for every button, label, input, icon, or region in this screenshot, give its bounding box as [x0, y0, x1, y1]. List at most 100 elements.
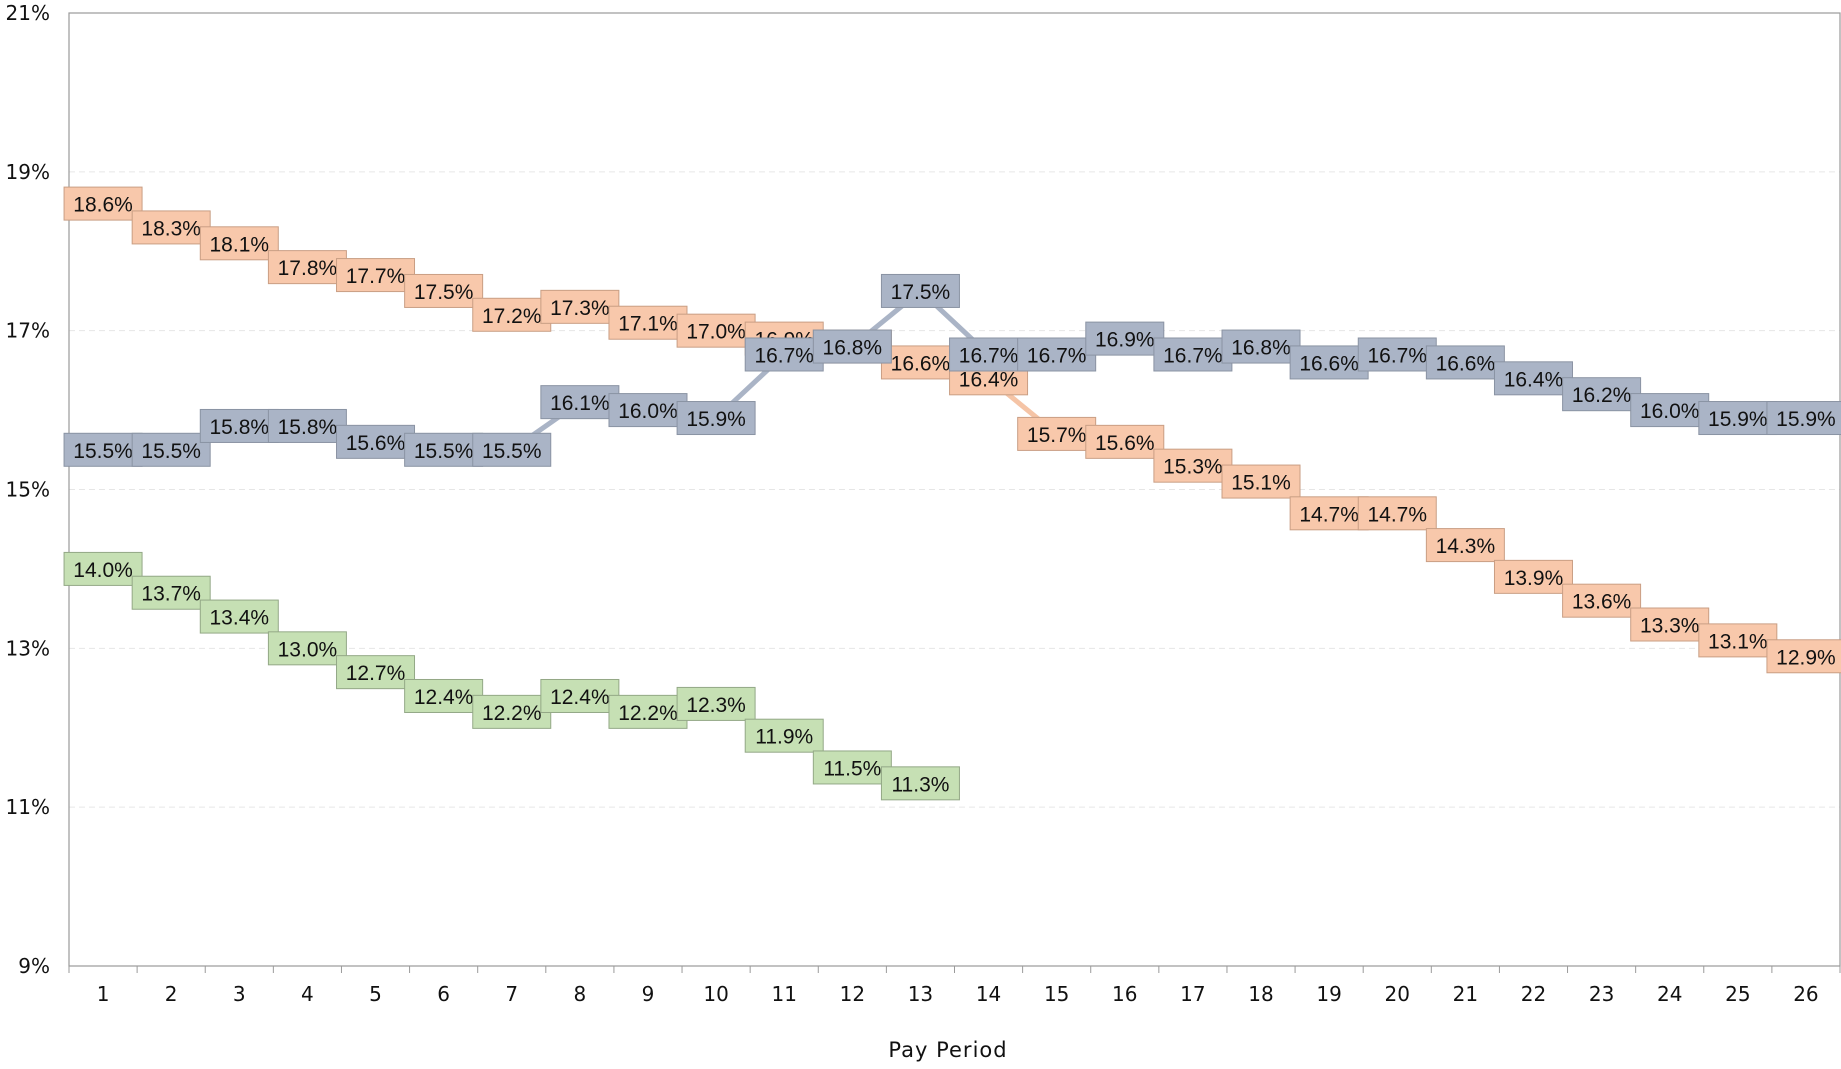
y-tick-label: 17%	[6, 319, 50, 343]
x-tick-label: 9	[642, 982, 655, 1006]
data-label-box	[676, 401, 756, 436]
data-label-box	[880, 273, 960, 308]
data-label: 16.7%	[959, 344, 1019, 367]
data-label: 18.1%	[210, 233, 270, 256]
data-label: 15.6%	[346, 432, 406, 455]
data-label: 13.3%	[1640, 615, 1700, 638]
x-tick-label: 10	[703, 982, 728, 1006]
x-tick-label: 13	[908, 982, 933, 1006]
data-labels: 18.6% 18.3% 18.1% 17.8% 17.7% 17.5% 17.2% 17.3%…	[63, 186, 1841, 801]
x-tick-label: 23	[1589, 982, 1614, 1006]
data-label: 14.7%	[1299, 503, 1359, 526]
y-tick-label: 9%	[18, 954, 50, 978]
data-label-box	[1357, 496, 1437, 531]
data-label-box	[336, 258, 416, 293]
data-label-box	[1698, 623, 1778, 658]
data-label: 13.4%	[210, 607, 270, 630]
data-label-box	[63, 432, 143, 467]
data-label-box	[267, 250, 347, 285]
x-axis-title: Pay Period	[888, 1038, 1007, 1062]
data-label-box	[63, 186, 143, 221]
data-label: 15.6%	[1095, 432, 1155, 455]
data-label-box	[1562, 377, 1642, 412]
data-label: 13.1%	[1708, 630, 1768, 653]
data-label-box	[1085, 321, 1165, 356]
data-label-box	[608, 305, 688, 340]
data-label-box	[336, 655, 416, 690]
x-tick-label: 2	[165, 982, 178, 1006]
data-label: 15.3%	[1163, 456, 1223, 479]
data-label: 16.6%	[891, 352, 951, 375]
data-label-box	[676, 313, 756, 348]
data-label-box	[404, 678, 484, 713]
data-label-box	[472, 694, 552, 729]
data-label: 13.9%	[1504, 567, 1564, 590]
x-tick-label: 21	[1453, 982, 1478, 1006]
data-label-box	[267, 631, 347, 666]
y-tick-label: 19%	[6, 160, 50, 184]
data-label: 18.3%	[141, 217, 201, 240]
x-tick-label: 17	[1180, 982, 1205, 1006]
data-label: 15.5%	[414, 440, 474, 463]
axes: 9%11%13%15%17%19%21%1 2 3 4 5 6 7 8 9 10 11 12 13 14 1…	[6, 1, 1841, 1006]
data-label-box	[1562, 583, 1642, 618]
data-label-box	[472, 297, 552, 332]
data-label-box	[267, 408, 347, 443]
data-label-box	[608, 694, 688, 729]
data-label-box	[1698, 401, 1778, 436]
data-label-box	[1493, 559, 1573, 594]
data-label: 11.9%	[755, 726, 813, 749]
data-label: 15.5%	[482, 440, 542, 463]
data-label-box	[608, 393, 688, 428]
y-tick-label: 21%	[6, 1, 50, 25]
series-3-labels: 14.0% 13.7% 13.4% 13.0% 12.7% 12.4% 12.2% 12.4%…	[63, 551, 960, 801]
data-label: 18.6%	[73, 194, 133, 217]
data-label: 16.7%	[754, 344, 814, 367]
data-label-box	[1289, 345, 1369, 380]
data-label: 17.5%	[414, 281, 474, 304]
data-label-box	[199, 599, 279, 634]
data-label: 15.7%	[1027, 424, 1087, 447]
data-label-box	[540, 385, 620, 420]
data-label: 12.7%	[346, 662, 406, 685]
data-label-box	[404, 273, 484, 308]
data-label-box	[1017, 416, 1097, 451]
data-label: 12.4%	[414, 686, 474, 709]
data-label-box	[1017, 337, 1097, 372]
x-tick-label: 12	[840, 982, 865, 1006]
data-label: 11.3%	[891, 773, 949, 796]
data-label-box	[1153, 448, 1233, 483]
series-1-labels: 15.5% 15.5% 15.8% 15.8% 15.6% 15.5% 15.5% 16.1%…	[63, 273, 1841, 467]
data-label: 16.0%	[1640, 400, 1700, 423]
data-label-box	[1357, 337, 1437, 372]
y-tick-label: 15%	[6, 478, 50, 502]
data-label-box	[1766, 401, 1841, 436]
data-label-box	[199, 408, 279, 443]
data-label: 16.7%	[1027, 344, 1087, 367]
data-label: 15.9%	[1776, 408, 1836, 431]
data-label-box	[676, 686, 756, 721]
data-label-box	[1221, 464, 1301, 499]
data-label: 17.8%	[278, 257, 338, 280]
data-label-box	[812, 750, 892, 785]
data-label: 16.4%	[1504, 368, 1564, 391]
x-tick-label: 11	[771, 982, 796, 1006]
data-label-box	[472, 432, 552, 467]
data-label-box	[540, 289, 620, 324]
data-label-box	[131, 575, 211, 610]
data-label: 14.7%	[1367, 503, 1427, 526]
x-tick-label: 7	[505, 982, 518, 1006]
data-label: 12.3%	[686, 694, 746, 717]
y-tick-label: 13%	[6, 636, 50, 660]
data-label-box	[131, 432, 211, 467]
data-label: 16.9%	[1095, 329, 1155, 352]
x-tick-label: 24	[1657, 982, 1682, 1006]
data-label: 16.8%	[1231, 337, 1291, 360]
data-label-box	[1425, 528, 1505, 563]
data-label-box	[880, 766, 960, 801]
data-label: 13.7%	[141, 583, 201, 606]
x-tick-label: 16	[1112, 982, 1137, 1006]
data-label: 16.2%	[1572, 384, 1632, 407]
y-tick-label: 11%	[6, 795, 50, 819]
x-tick-label: 18	[1248, 982, 1273, 1006]
